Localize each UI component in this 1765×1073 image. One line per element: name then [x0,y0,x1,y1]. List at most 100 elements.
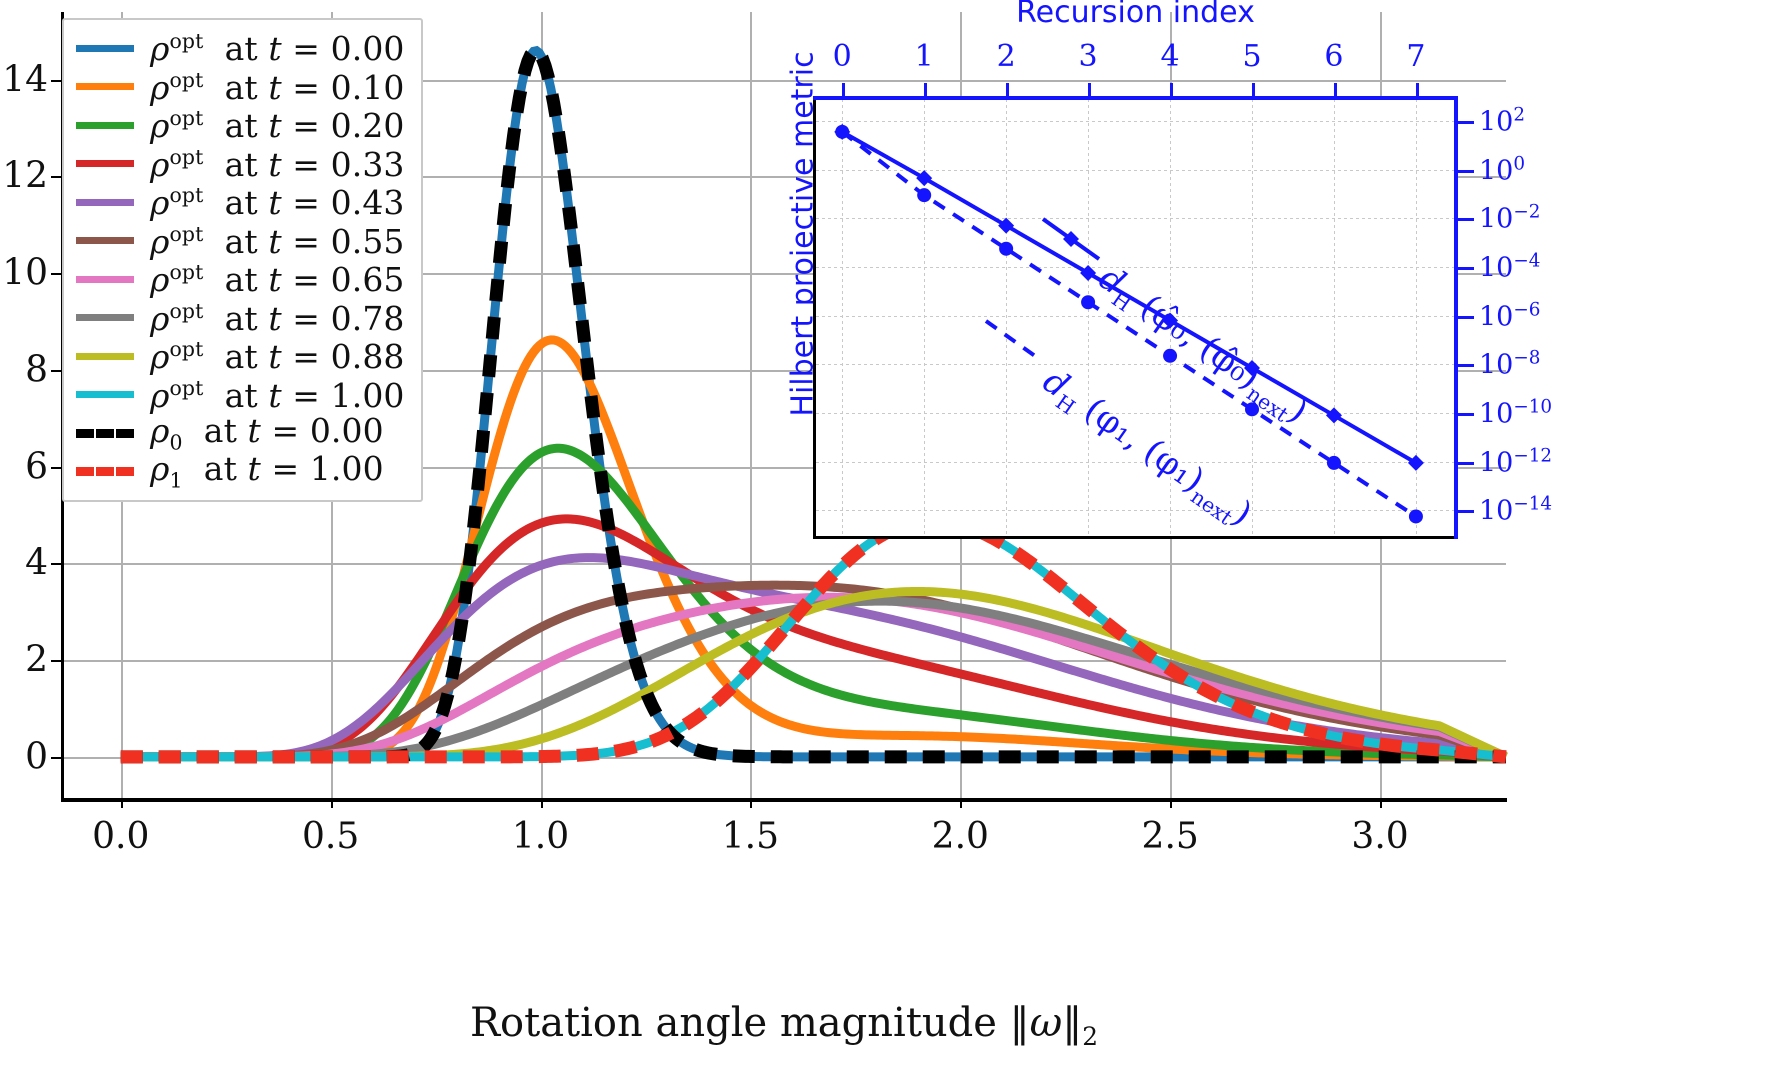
legend-item-opt-0-78[interactable]: ρopt at t = 0.78 [76,299,405,338]
inset-y-tick-mark [1458,218,1474,222]
y-tick-mark [51,176,62,179]
legend-item-label: ρopt at t = 1.00 [150,375,405,415]
x-tick-label: 0.0 [92,816,150,857]
x-gridline [540,12,543,798]
inset-x-tick-label: 4 [1160,39,1180,74]
inset-y-gridline [816,266,1455,268]
inset-marker [916,170,933,187]
inset-marker [999,241,1014,256]
legend-item-opt-0-33[interactable]: ρopt at t = 0.33 [76,145,405,184]
legend-item-label: ρopt at t = 0.20 [150,106,405,146]
legend-item-opt-0-88[interactable]: ρopt at t = 0.88 [76,337,405,376]
legend-swatch [76,121,134,129]
inset-y-gridline [816,364,1455,366]
legend-item-opt-1-00[interactable]: ρopt at t = 1.00 [76,376,405,415]
x-tick-mark [540,798,543,808]
inset-x-tick-mark [924,83,928,99]
y-gridline [62,369,1506,372]
legend-item-label: ρopt at t = 0.10 [150,67,405,107]
inset-y-gridline [816,412,1455,414]
inset-marker [1408,509,1423,524]
inset-y-tick-mark [1458,266,1474,270]
inset-y-tick-label: 10−6 [1479,299,1541,333]
x-tick-mark [750,798,753,808]
inset-x-gridline [1088,99,1090,536]
y-tick-label: 14 [2,59,48,101]
inset-x-tick-mark [1333,83,1337,99]
legend-swatch [76,198,134,206]
inset-x-gridline [1415,99,1417,536]
inset-y-tick-mark [1458,510,1474,514]
inset-y-tick-label: 10−2 [1479,201,1541,235]
inset-x-tick-mark [1252,83,1255,99]
inset-marker [1081,295,1096,310]
legend-item-label: ρ0 at t = 0.00 [150,410,384,455]
inset-curve-dH_phi1 [841,130,1418,519]
legend-item-rho1-1-00[interactable]: ρ1 at t = 1.00 [76,452,405,491]
inset-x-tick-label: 7 [1406,39,1426,74]
x-tick-mark [330,798,333,808]
curve-rho_1 [120,514,1507,764]
y-tick-mark [51,466,62,469]
legend-item-opt-0-55[interactable]: ρopt at t = 0.55 [76,222,405,261]
y-tick-mark [51,563,62,566]
legend-item-opt-0-20[interactable]: ρopt at t = 0.20 [76,106,405,145]
inset-marker [1326,455,1341,470]
x-tick-label: 2.5 [1141,816,1199,857]
inset-y-gridline [816,315,1455,317]
x-tick-label: 1.5 [721,816,780,857]
legend-swatch [76,237,134,245]
legend-swatch [76,44,134,52]
y-tick-label: 6 [25,446,48,488]
legend-swatch [76,467,134,477]
inset-y-tick-mark [1458,364,1474,368]
inset-annotation-marker-1 [1063,231,1079,247]
inset-plot-area: 0 1 2 3 4 5 6 7 102 100 10−2 10−4 10−6 10−8 10−10 10−12… [813,0,1552,539]
inset-marker [1080,265,1097,282]
legend-item-rho0-0-00[interactable]: ρ0 at t = 0.00 [76,414,405,453]
inset-y-gridline [816,218,1455,220]
inset-marker [917,188,932,203]
x-tick-label: 1.0 [511,816,570,857]
inset-x-axis-title: Recursion index [1016,0,1255,30]
legend-item-label: ρopt at t = 0.78 [150,298,405,338]
inset-y-tick-mark [1458,461,1474,465]
y-tick-mark [51,273,62,276]
y-gridline [62,273,1506,276]
x-tick-mark [1380,798,1383,808]
x-tick-mark [120,798,123,808]
legend-swatch [76,428,134,438]
legend-item-label: ρopt at t = 0.33 [150,144,405,184]
legend-item-opt-0-10[interactable]: ρopt at t = 0.10 [76,68,405,107]
legend-item-label: ρopt at t = 0.00 [150,29,405,69]
inset-y-gridline [816,510,1455,512]
x-tick-mark [1170,798,1173,808]
legend-swatch [76,83,134,91]
y-tick-label: 10 [2,252,48,294]
x-tick-label: 0.5 [302,816,360,857]
inset-x-tick-mark [1415,83,1419,99]
x-tick-label: 2.0 [931,816,989,857]
legend-item-opt-0-00[interactable]: ρopt at t = 0.00 [76,29,405,68]
x-gridline [750,12,753,798]
y-gridline [62,563,1506,566]
legend[interactable]: ρopt at t = 0.00 ρopt at t = 0.10 ρopt at … [62,18,423,502]
inset-x-tick-label: 0 [832,39,852,74]
inset-x-tick-mark [1006,83,1010,99]
legend-item-label: ρopt at t = 0.88 [150,337,405,377]
legend-item-opt-0-43[interactable]: ρopt at t = 0.43 [76,183,405,222]
inset-y-tick-label: 10−12 [1479,445,1553,479]
y-tick-label: 8 [25,349,48,391]
y-tick-mark [51,79,62,82]
inset-convergence-curves [834,123,1424,524]
inset-annotation-leader-2 [984,319,1044,363]
legend-swatch [76,391,134,399]
y-tick-label: 0 [25,736,48,778]
inset-marker [1325,407,1342,424]
legend-item-opt-0-65[interactable]: ρopt at t = 0.65 [76,260,405,299]
inset-x-tick-mark [1170,83,1174,99]
curve-rho_opt_t033 [120,514,1507,762]
inset-x-tick-label: 6 [1324,39,1344,74]
inset-y-tick-label: 10−4 [1479,250,1541,284]
